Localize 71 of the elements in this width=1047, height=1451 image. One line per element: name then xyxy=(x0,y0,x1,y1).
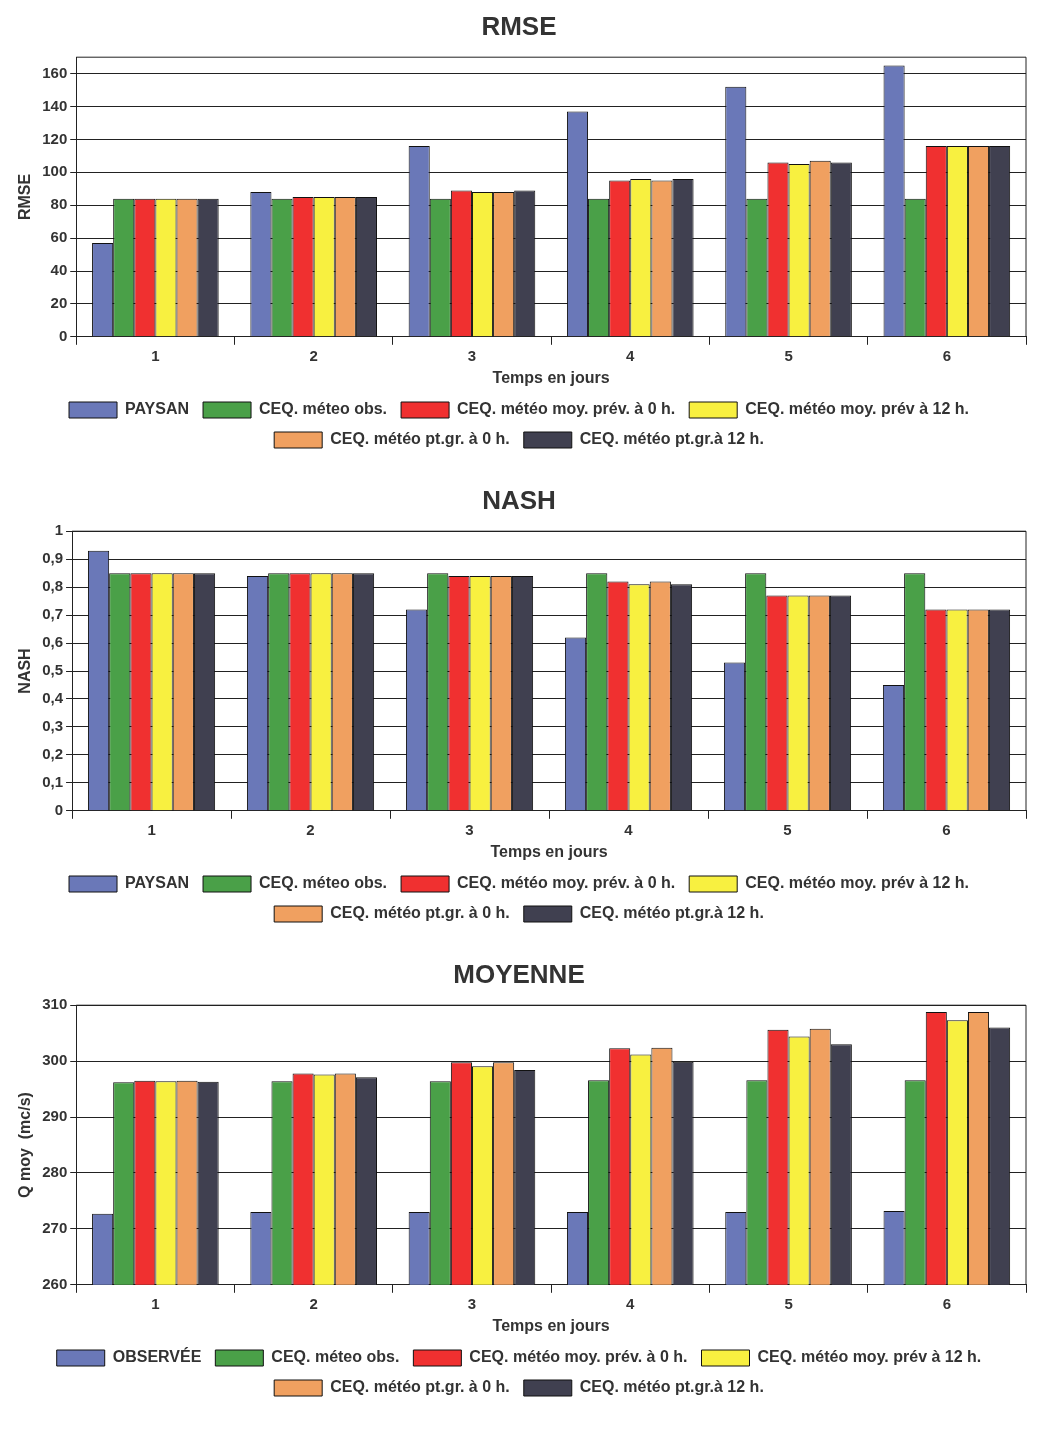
chart-title: NASH xyxy=(482,484,556,515)
x-tick-label: 6 xyxy=(942,346,952,364)
y-axis-title: NASH xyxy=(16,648,34,694)
x-tick-label: 1 xyxy=(151,1294,160,1312)
y-tick-label: 270 xyxy=(42,1219,68,1237)
y-tick-label: 140 xyxy=(42,96,68,114)
y-tick-label: 0,2 xyxy=(42,745,64,763)
x-tick-label: 3 xyxy=(467,346,477,364)
legend-label: CEQ. météo moy. prév à 12 h. xyxy=(757,1348,982,1366)
y-tick-label: 290 xyxy=(42,1107,68,1125)
legend-label: CEQ. méteo obs. xyxy=(271,1348,400,1366)
x-tick-label: 5 xyxy=(784,346,793,364)
x-tick-label: 5 xyxy=(784,1294,793,1312)
chart-title: RMSE xyxy=(481,10,557,41)
x-tick-label: 6 xyxy=(942,1294,952,1312)
legend-label: CEQ. météo moy. prév. à 0 h. xyxy=(457,400,676,418)
y-tick-label: 0,1 xyxy=(42,772,64,790)
y-tick-label: 100 xyxy=(42,162,68,180)
y-tick-label: 0 xyxy=(54,800,64,818)
legend-label: CEQ. météo pt.gr. à 0 h. xyxy=(330,1378,510,1396)
legend-label: CEQ. météo pt.gr.à 12 h. xyxy=(579,1378,764,1396)
chart-title: MOYENNE xyxy=(453,958,585,989)
y-tick-label: 40 xyxy=(50,261,68,279)
y-axis-title: Q moy (mc/s) xyxy=(16,1092,34,1198)
legend-label: CEQ. météo pt.gr.à 12 h. xyxy=(579,430,764,448)
x-tick-label: 4 xyxy=(624,820,634,838)
legend-label: CEQ. météo pt.gr.à 12 h. xyxy=(579,904,764,922)
x-axis-title: Temps en jours xyxy=(490,842,608,860)
x-tick-label: 3 xyxy=(467,1294,477,1312)
x-tick-label: 3 xyxy=(465,820,474,838)
y-tick-label: 1 xyxy=(54,521,64,539)
legend-label: CEQ. méteo obs. xyxy=(259,874,388,892)
y-tick-label: 60 xyxy=(50,228,68,246)
legend-label: CEQ. météo moy. prév à 12 h. xyxy=(745,874,969,892)
legend-label: CEQ. météo pt.gr. à 0 h. xyxy=(330,904,510,922)
y-tick-label: 0,4 xyxy=(42,689,64,707)
legend-label: PAYSAN xyxy=(125,400,190,418)
y-tick-label: 0,7 xyxy=(42,605,64,623)
y-axis-title: RMSE xyxy=(16,173,34,221)
y-tick-label: 120 xyxy=(42,129,68,147)
x-tick-label: 1 xyxy=(147,820,156,838)
x-tick-label: 2 xyxy=(309,1294,318,1312)
y-tick-label: 0,6 xyxy=(42,633,64,651)
y-tick-label: 310 xyxy=(42,995,68,1013)
y-tick-label: 260 xyxy=(42,1274,68,1292)
x-tick-label: 2 xyxy=(306,820,315,838)
legend-label: PAYSAN xyxy=(125,874,190,892)
legend-label: CEQ. météo moy. prév. à 0 h. xyxy=(457,874,676,892)
x-axis-title: Temps en jours xyxy=(492,368,610,386)
x-tick-label: 4 xyxy=(626,1294,636,1312)
y-tick-label: 0,8 xyxy=(42,577,64,595)
y-tick-label: 0,3 xyxy=(42,717,64,735)
legend-label: OBSERVÉE xyxy=(112,1347,202,1366)
x-tick-label: 6 xyxy=(942,820,951,838)
x-tick-label: 5 xyxy=(783,820,792,838)
x-tick-label: 4 xyxy=(626,346,636,364)
y-tick-label: 0,9 xyxy=(42,549,64,567)
x-tick-label: 1 xyxy=(151,346,160,364)
y-tick-label: 160 xyxy=(42,63,68,81)
y-tick-label: 20 xyxy=(50,294,68,312)
x-tick-label: 2 xyxy=(309,346,318,364)
y-tick-label: 80 xyxy=(50,195,68,213)
y-tick-label: 0 xyxy=(58,326,68,344)
x-axis-title: Temps en jours xyxy=(492,1316,610,1334)
y-tick-label: 0,5 xyxy=(42,661,64,679)
legend-label: CEQ. météo moy. prév. à 0 h. xyxy=(469,1348,688,1366)
y-tick-label: 280 xyxy=(42,1163,68,1181)
legend-label: CEQ. météo pt.gr. à 0 h. xyxy=(330,430,510,448)
y-tick-label: 300 xyxy=(42,1051,68,1069)
legend-label: CEQ. méteo obs. xyxy=(259,400,388,418)
legend-label: CEQ. météo moy. prév à 12 h. xyxy=(745,400,969,418)
